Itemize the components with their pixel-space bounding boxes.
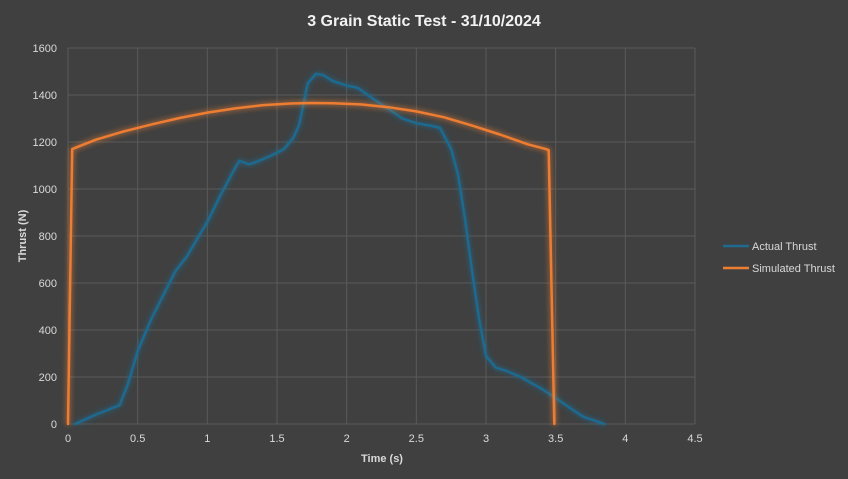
y-tick-label: 0 <box>51 419 57 431</box>
series-layer <box>66 72 606 426</box>
actual-thrust-line <box>73 72 606 426</box>
legend-label: Actual Thrust <box>752 241 817 253</box>
y-tick-label: 400 <box>39 325 57 337</box>
x-tick-label: 1.5 <box>269 433 284 445</box>
y-tick-label: 600 <box>39 278 57 290</box>
x-tick-label: 0 <box>65 433 71 445</box>
x-tick-label: 3.5 <box>548 433 563 445</box>
x-tick-label: 4 <box>622 433 628 445</box>
legend-label: Simulated Thrust <box>752 263 835 275</box>
x-tick-label: 2.5 <box>409 433 424 445</box>
y-tick-label: 1000 <box>33 184 57 196</box>
chart-title: 3 Grain Static Test - 31/10/2024 <box>307 13 541 30</box>
x-tick-label: 3 <box>483 433 489 445</box>
tick-labels: 0 0.5 1 1.5 2 2.5 3 3.5 4 4.5 0 200 400 600 800 1000 120… <box>33 43 703 445</box>
y-tick-label: 1200 <box>33 137 57 149</box>
x-tick-label: 0.5 <box>130 433 145 445</box>
legend-item-simulated-thrust: Simulated Thrust <box>723 263 835 275</box>
y-axis-title: Thrust (N) <box>17 209 29 262</box>
y-tick-label: 800 <box>39 231 57 243</box>
y-tick-label: 200 <box>39 372 57 384</box>
legend: Actual Thrust Simulated Thrust <box>723 241 835 275</box>
simulated-thrust-line <box>66 101 556 426</box>
x-tick-label: 4.5 <box>687 433 702 445</box>
y-tick-label: 1600 <box>33 43 57 55</box>
y-tick-label: 1400 <box>33 90 57 102</box>
x-axis-title: Time (s) <box>361 453 403 465</box>
x-tick-label: 1 <box>204 433 210 445</box>
legend-item-actual-thrust: Actual Thrust <box>723 241 817 253</box>
x-tick-label: 2 <box>344 433 350 445</box>
